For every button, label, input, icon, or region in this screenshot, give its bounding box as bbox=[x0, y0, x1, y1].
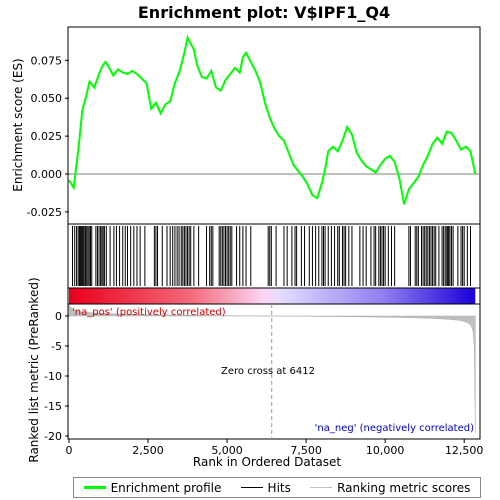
es-y-tick-label: 0.075 bbox=[31, 54, 63, 67]
metric-y-tick-label: -10 bbox=[44, 370, 62, 383]
es-panel: -0.025 0.000 0.025 0.050 0.075 bbox=[27, 26, 481, 225]
metric-panel-frame bbox=[67, 303, 481, 440]
na-pos-label: 'na_pos' (positively correlated) bbox=[72, 307, 226, 318]
legend-label-metric: Ranking metric scores bbox=[337, 480, 471, 495]
legend-swatch-enrichment bbox=[83, 486, 106, 489]
hits-panel bbox=[67, 223, 481, 289]
enrichment-profile-line bbox=[68, 34, 477, 205]
chart-title: Enrichment plot: V$IPF1_Q4 bbox=[138, 3, 390, 22]
rank-bar bbox=[69, 288, 476, 304]
metric-y-tick-label: 0 bbox=[55, 310, 62, 323]
es-y-tick-label: -0.025 bbox=[27, 206, 62, 219]
na-neg-label: 'na_neg' (negatively correlated) bbox=[315, 423, 474, 434]
metric-y-axis: 0 -5 -10 -15 -20 bbox=[44, 310, 69, 443]
x-axis-label: Rank in Ordered Dataset bbox=[193, 455, 341, 469]
x-tick-label: 10,000 bbox=[366, 444, 405, 457]
metric-y-tick-label: -5 bbox=[51, 340, 62, 353]
hit-lines bbox=[71, 226, 472, 286]
x-tick-label: 12,500 bbox=[445, 444, 484, 457]
x-tick-label: 0 bbox=[66, 444, 73, 457]
legend: Enrichment profile Hits Ranking metric s… bbox=[73, 477, 481, 498]
y-axis-label-metric: Ranked list metric (PreRanked) bbox=[27, 277, 41, 462]
y-axis-label-es: Enrichment score (ES) bbox=[11, 58, 25, 191]
x-tick-label: 7,500 bbox=[290, 444, 322, 457]
metric-panel: 0 -5 -10 -15 -20 'na_pos' (positively correl… bbox=[44, 303, 481, 443]
legend-label-hits: Hits bbox=[267, 480, 291, 495]
es-y-axis: -0.025 0.000 0.025 0.050 0.075 bbox=[27, 54, 69, 219]
ranking-metric-area bbox=[68, 304, 476, 434]
es-y-tick-label: 0.050 bbox=[31, 92, 63, 105]
legend-label-enrichment: Enrichment profile bbox=[110, 480, 222, 495]
legend-swatch-hits bbox=[240, 487, 263, 488]
legend-entry-enrichment: Enrichment profile bbox=[83, 480, 222, 495]
metric-y-tick-label: -20 bbox=[44, 430, 62, 443]
legend-entry-hits: Hits bbox=[240, 480, 291, 495]
x-tick-label: 5,000 bbox=[211, 444, 243, 457]
es-y-tick-label: 0.025 bbox=[31, 130, 63, 143]
es-y-tick-label: 0.000 bbox=[31, 168, 63, 181]
metric-y-tick-label: -15 bbox=[44, 400, 62, 413]
rank-color-bar bbox=[67, 287, 481, 305]
x-tick-label: 2,500 bbox=[132, 444, 164, 457]
legend-swatch-metric bbox=[310, 487, 333, 488]
x-axis: 0 2,500 5,000 7,500 10,000 12,500 bbox=[66, 439, 484, 457]
legend-entry-metric: Ranking metric scores bbox=[310, 481, 470, 495]
zero-cross-label: Zero cross at 6412 bbox=[221, 366, 315, 377]
